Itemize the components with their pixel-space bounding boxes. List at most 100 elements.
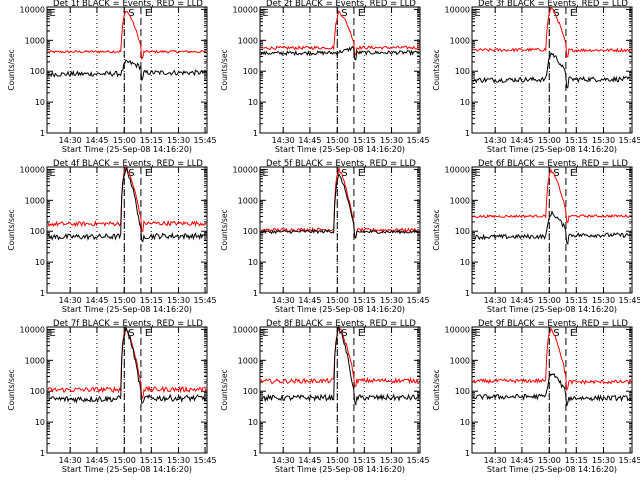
events-series-line bbox=[260, 325, 420, 407]
lld-series-line bbox=[472, 168, 632, 224]
lld-series-line bbox=[472, 5, 632, 58]
marker-label: E bbox=[474, 328, 480, 339]
x-tick-label: 15:00 bbox=[326, 296, 349, 305]
x-tick-label: 15:45 bbox=[194, 456, 217, 465]
x-tick-label: 15:15 bbox=[565, 136, 588, 145]
x-tick-label: 15:15 bbox=[565, 296, 588, 305]
y-tick-label: 10000 bbox=[233, 165, 258, 174]
x-tick-label: 15:45 bbox=[407, 456, 430, 465]
panel-det-7: Det 7f BLACK = Events, RED = LLD 1 10 100 10… bbox=[7, 319, 217, 474]
marker-label: E bbox=[474, 8, 480, 19]
lld-series-line bbox=[260, 10, 420, 56]
x-tick-label: 14:30 bbox=[484, 136, 507, 145]
y-axis-label: Counts/sec bbox=[7, 369, 16, 410]
x-tick-label: 15:00 bbox=[538, 456, 561, 465]
x-tick-label: 15:15 bbox=[353, 136, 376, 145]
y-axis-label: Counts/sec bbox=[432, 369, 441, 410]
y-tick-label: 1 bbox=[253, 289, 258, 298]
events-series-line bbox=[260, 45, 420, 61]
panel-det-1: Det 1f BLACK = Events, RED = LLD 1 10 100 10… bbox=[7, 0, 217, 154]
x-tick-label: 14:45 bbox=[85, 296, 108, 305]
y-tick-label: 100 bbox=[455, 387, 470, 396]
marker-label: E bbox=[49, 168, 55, 179]
x-tick-label: 15:15 bbox=[140, 136, 163, 145]
y-tick-label: 1000 bbox=[450, 356, 470, 365]
x-tick-label: 15:30 bbox=[167, 136, 190, 145]
x-axis-label: Start Time (25-Sep-08 14:16:20) bbox=[62, 145, 192, 154]
y-tick-label: 1 bbox=[465, 449, 470, 458]
y-tick-label: 100 bbox=[243, 67, 258, 76]
marker-label: S bbox=[128, 328, 134, 339]
y-tick-label: 1 bbox=[253, 129, 258, 138]
marker-label: E bbox=[262, 168, 268, 179]
x-tick-label: 15:15 bbox=[140, 456, 163, 465]
x-axis-label: Start Time (25-Sep-08 14:16:20) bbox=[275, 305, 405, 314]
x-tick-label: 15:15 bbox=[565, 456, 588, 465]
panel-title: Det 7f BLACK = Events, RED = LLD bbox=[53, 319, 203, 329]
panel-det-4: Det 4f BLACK = Events, RED = LLD 1 10 100 10… bbox=[7, 159, 217, 314]
y-tick-label: 1 bbox=[40, 289, 45, 298]
x-axis-label: Start Time (25-Sep-08 14:16:20) bbox=[275, 145, 405, 154]
marker-label: S bbox=[553, 8, 559, 19]
x-axis-label: Start Time (25-Sep-08 14:16:20) bbox=[487, 145, 617, 154]
y-tick-label: 1000 bbox=[238, 196, 258, 205]
panel-title: Det 4f BLACK = Events, RED = LLD bbox=[53, 159, 203, 169]
marker-label: S bbox=[553, 168, 559, 179]
panel-det-2: Det 2f BLACK = Events, RED = LLD 1 10 100 10… bbox=[220, 0, 430, 154]
marker-label: E bbox=[49, 328, 55, 339]
x-tick-label: 14:30 bbox=[272, 456, 295, 465]
panel-title: Det 5f BLACK = Events, RED = LLD bbox=[266, 159, 416, 169]
plot-frame bbox=[471, 326, 633, 454]
x-tick-label: 15:45 bbox=[194, 296, 217, 305]
x-tick-label: 14:30 bbox=[484, 296, 507, 305]
y-axis-label: Counts/sec bbox=[7, 49, 16, 90]
panel-det-9: Det 9f BLACK = Events, RED = LLD 1 10 100 10… bbox=[432, 319, 640, 474]
plot-frame bbox=[46, 326, 208, 454]
panel-det-5: Det 5f BLACK = Events, RED = LLD 1 10 100 10… bbox=[220, 159, 430, 314]
y-tick-label: 100 bbox=[243, 387, 258, 396]
marker-label: E bbox=[570, 8, 576, 19]
marker-label: E bbox=[474, 168, 480, 179]
x-axis-label: Start Time (25-Sep-08 14:16:20) bbox=[62, 305, 192, 314]
x-tick-label: 15:00 bbox=[113, 296, 136, 305]
x-tick-label: 15:30 bbox=[592, 456, 615, 465]
x-tick-label: 15:45 bbox=[619, 296, 640, 305]
marker-label: E bbox=[358, 168, 364, 179]
y-axis-label: Counts/sec bbox=[7, 209, 16, 250]
y-tick-label: 1000 bbox=[238, 356, 258, 365]
x-axis-label: Start Time (25-Sep-08 14:16:20) bbox=[487, 465, 617, 474]
x-tick-label: 15:30 bbox=[380, 136, 403, 145]
x-axis-label: Start Time (25-Sep-08 14:16:20) bbox=[275, 465, 405, 474]
marker-label: E bbox=[262, 8, 268, 19]
marker-label: E bbox=[358, 8, 364, 19]
plot-frame bbox=[46, 6, 208, 134]
marker-label: E bbox=[145, 168, 151, 179]
x-tick-label: 15:00 bbox=[538, 296, 561, 305]
x-tick-label: 15:30 bbox=[167, 296, 190, 305]
y-tick-label: 10000 bbox=[233, 325, 258, 334]
x-tick-label: 14:30 bbox=[59, 296, 82, 305]
lld-series-line bbox=[47, 10, 206, 60]
y-tick-label: 100 bbox=[243, 227, 258, 236]
y-tick-label: 10 bbox=[460, 258, 470, 267]
plot-frame bbox=[259, 166, 421, 294]
marker-label: S bbox=[128, 168, 134, 179]
x-tick-label: 15:45 bbox=[407, 136, 430, 145]
marker-label: E bbox=[49, 8, 55, 19]
x-tick-label: 14:30 bbox=[59, 136, 82, 145]
y-tick-label: 10 bbox=[35, 98, 45, 107]
y-axis-label: Counts/sec bbox=[432, 49, 441, 90]
lld-series-line bbox=[47, 166, 207, 233]
y-tick-label: 10000 bbox=[20, 165, 45, 174]
panel-title: Det 3f BLACK = Events, RED = LLD bbox=[478, 0, 628, 9]
y-tick-label: 100 bbox=[30, 387, 45, 396]
events-series-line bbox=[472, 210, 632, 246]
plot-frame bbox=[259, 326, 421, 454]
y-tick-label: 10000 bbox=[445, 5, 470, 14]
marker-label: S bbox=[341, 168, 347, 179]
x-tick-label: 15:45 bbox=[619, 136, 640, 145]
x-tick-label: 14:30 bbox=[272, 136, 295, 145]
x-tick-label: 14:45 bbox=[85, 136, 108, 145]
x-tick-label: 15:45 bbox=[407, 296, 430, 305]
